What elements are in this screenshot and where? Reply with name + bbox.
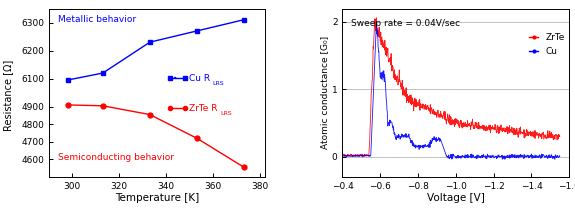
X-axis label: Temperature [K]: Temperature [K] xyxy=(115,193,199,203)
Text: Sweep rate = 0.04V/sec: Sweep rate = 0.04V/sec xyxy=(351,19,461,28)
Text: ZrTe R: ZrTe R xyxy=(189,104,218,113)
Text: Cu R: Cu R xyxy=(189,73,210,83)
Text: Metallic behavior: Metallic behavior xyxy=(58,15,136,24)
Text: Semiconducting behavior: Semiconducting behavior xyxy=(58,153,174,162)
X-axis label: Voltage [V]: Voltage [V] xyxy=(427,193,485,203)
Text: Resistance [Ω]: Resistance [Ω] xyxy=(3,60,13,131)
Legend: ZrTe, Cu: ZrTe, Cu xyxy=(529,33,565,56)
Text: LRS: LRS xyxy=(221,111,232,116)
Y-axis label: Atomic conductance [G₀]: Atomic conductance [G₀] xyxy=(320,36,329,149)
Text: LRS: LRS xyxy=(212,81,224,86)
